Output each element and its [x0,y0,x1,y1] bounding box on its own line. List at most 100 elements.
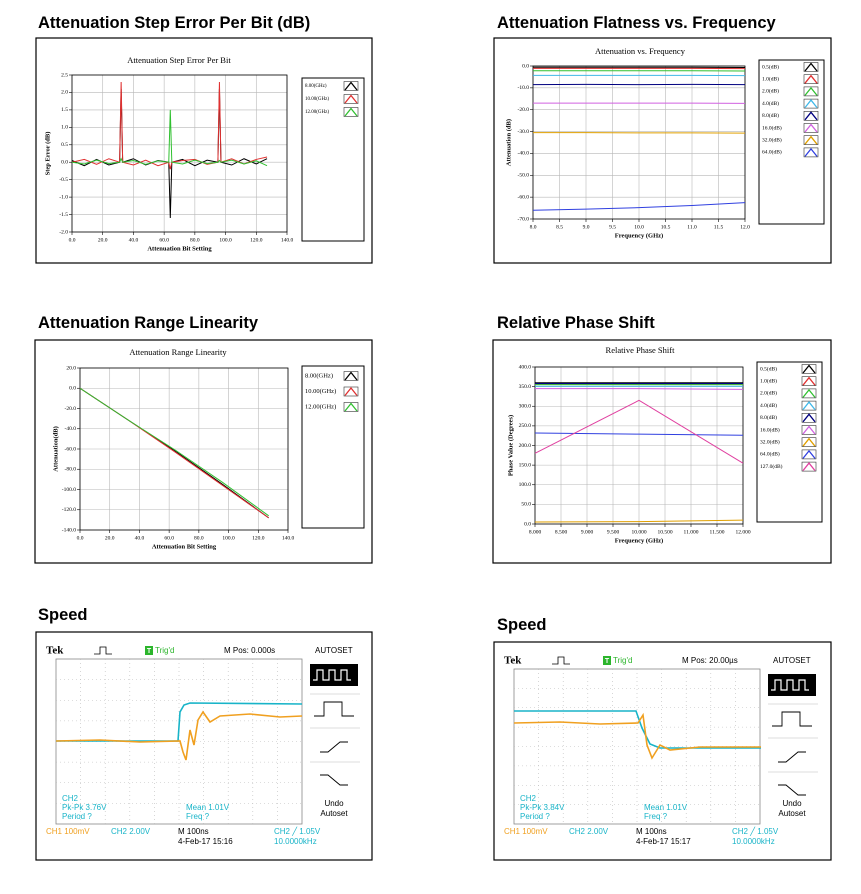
autoset-icon [771,679,809,691]
measure-pkpk: Pk-Pk 3.84V [520,803,565,812]
timestamp: 4-Feb-17 15:17 [636,837,691,846]
x-tick-label: 10.5 [661,224,671,230]
legend-swatch-line [802,364,816,374]
x-tick-label: 20.0 [98,237,108,243]
plot-border [71,74,288,233]
plot-area [72,75,287,232]
legend-swatch-line [344,386,358,396]
x-tick-label: 10.0 [634,224,644,230]
x-tick-label: 9.000 [581,529,594,535]
trigger-badge-box [145,646,153,655]
trigger-level: CH2 ╱ 1.05V [732,826,779,836]
measure-pkpk: Pk-Pk 3.76V [62,803,107,812]
legend-label: 1.0(dB) [762,75,779,82]
y-tick-label: -10.0 [518,85,530,91]
autoset-icon [772,711,812,727]
trigger-status: Trig'd [155,646,174,655]
legend-label: 127.0(dB) [760,463,783,470]
x-axis-label: Attenuation Bit Setting [152,543,217,550]
y-tick-label: 2.5 [61,72,68,78]
series-line [535,388,744,390]
timebase: M 100ns [178,827,209,836]
legend-swatch-line [344,81,358,91]
undo-action: Autoset [320,809,348,818]
x-axis-label: Frequency (GHz) [615,232,663,239]
legend-swatch-line [804,123,818,133]
y-axis-label: Attenuation(dB) [52,426,59,472]
y-tick-label: 150.0 [519,462,532,468]
y-axis-label: Step Error (dB) [44,132,51,176]
heading: Attenuation Step Error Per Bit (dB) [38,14,310,32]
legend-swatch-line [802,462,816,472]
heading: Relative Phase Shift [497,314,655,332]
trigger-icon [94,646,112,655]
y-tick-label: -80.0 [65,467,77,473]
legend-swatch-line [344,402,358,412]
autoset-icon [778,751,806,763]
y-tick-label: 2.0 [61,90,68,96]
trigger-badge-box [603,656,611,665]
legend-swatch-line [344,371,358,381]
legend-swatch-line [802,449,816,459]
legend-label: 2.0(dB) [762,88,779,95]
y-tick-label: 0.0 [61,159,68,165]
measure-period: Period ? [62,812,92,821]
legend-swatch-line [344,94,358,104]
x-tick-label: 100.0 [222,535,235,541]
x-tick-label: 8.5 [556,224,563,230]
trigger-badge: T [605,658,610,665]
legend-swatch-line [804,62,818,72]
autoset-icon [320,774,348,786]
x-tick-label: 0.0 [77,535,84,541]
y-tick-label: -140.0 [62,527,76,533]
y-tick-label: -1.5 [59,212,68,218]
plot-border [79,367,289,531]
x-tick-label: 8.500 [555,529,568,535]
y-tick-label: 350.0 [519,384,532,390]
x-tick-label: 9.5 [609,224,616,230]
legend-swatch-line [802,401,816,411]
trace-ch1 [513,712,761,760]
timestamp: 4-Feb-17 15:16 [178,837,233,846]
legend-swatch-line [344,107,358,117]
timebase: M 100ns [636,827,667,836]
y-tick-label: 50.0 [521,502,531,508]
y-tick-label: 0.0 [522,63,529,69]
y-tick-label: 400.0 [519,364,532,370]
measure-freq: Freq ? [644,812,668,821]
undo-label: Undo [324,799,344,808]
measure-mean: Mean 1.01V [644,803,688,812]
x-tick-label: 20.0 [105,535,115,541]
series-line [71,109,268,167]
legend-box [301,77,365,242]
y-axis-label: Phase Value (Degrees) [507,415,514,476]
heading: Speed [497,616,547,634]
y-tick-label: -70.0 [518,216,530,222]
x-tick-label: 11.0 [687,224,697,230]
legend-swatch-line [802,413,816,423]
x-tick-label: 10.500 [657,529,672,535]
scope-brand: Tek [46,645,64,657]
autoset-icon [314,701,354,717]
y-tick-label: 0.0 [69,386,76,392]
trigger-level: CH2 ╱ 1.05V [274,826,321,836]
y-tick-label: 0.0 [524,521,531,527]
y-tick-label: 100.0 [519,482,532,488]
autoset-icon [320,741,348,753]
series-line [79,387,269,517]
legend-label: 4.0(dB) [762,100,779,107]
legend-label: 10.00(GHz) [305,97,329,102]
trigger-status: Trig'd [613,656,632,665]
legend-swatch-line [802,425,816,435]
legend-label: 10.00(GHz) [305,388,336,395]
series-line [534,399,744,464]
x-axis-label: Attenuation Bit Setting [147,245,212,252]
legend-label: 0.5(dB) [760,365,777,372]
legend-swatch-line [804,111,818,121]
x-tick-label: 11.000 [684,529,699,535]
legend-box [756,361,823,523]
y-tick-label: 20.0 [66,365,76,371]
trigger-frequency: 10.0000kHz [732,837,775,846]
chart-title: Relative Phase Shift [606,345,676,355]
series-line [532,202,746,211]
